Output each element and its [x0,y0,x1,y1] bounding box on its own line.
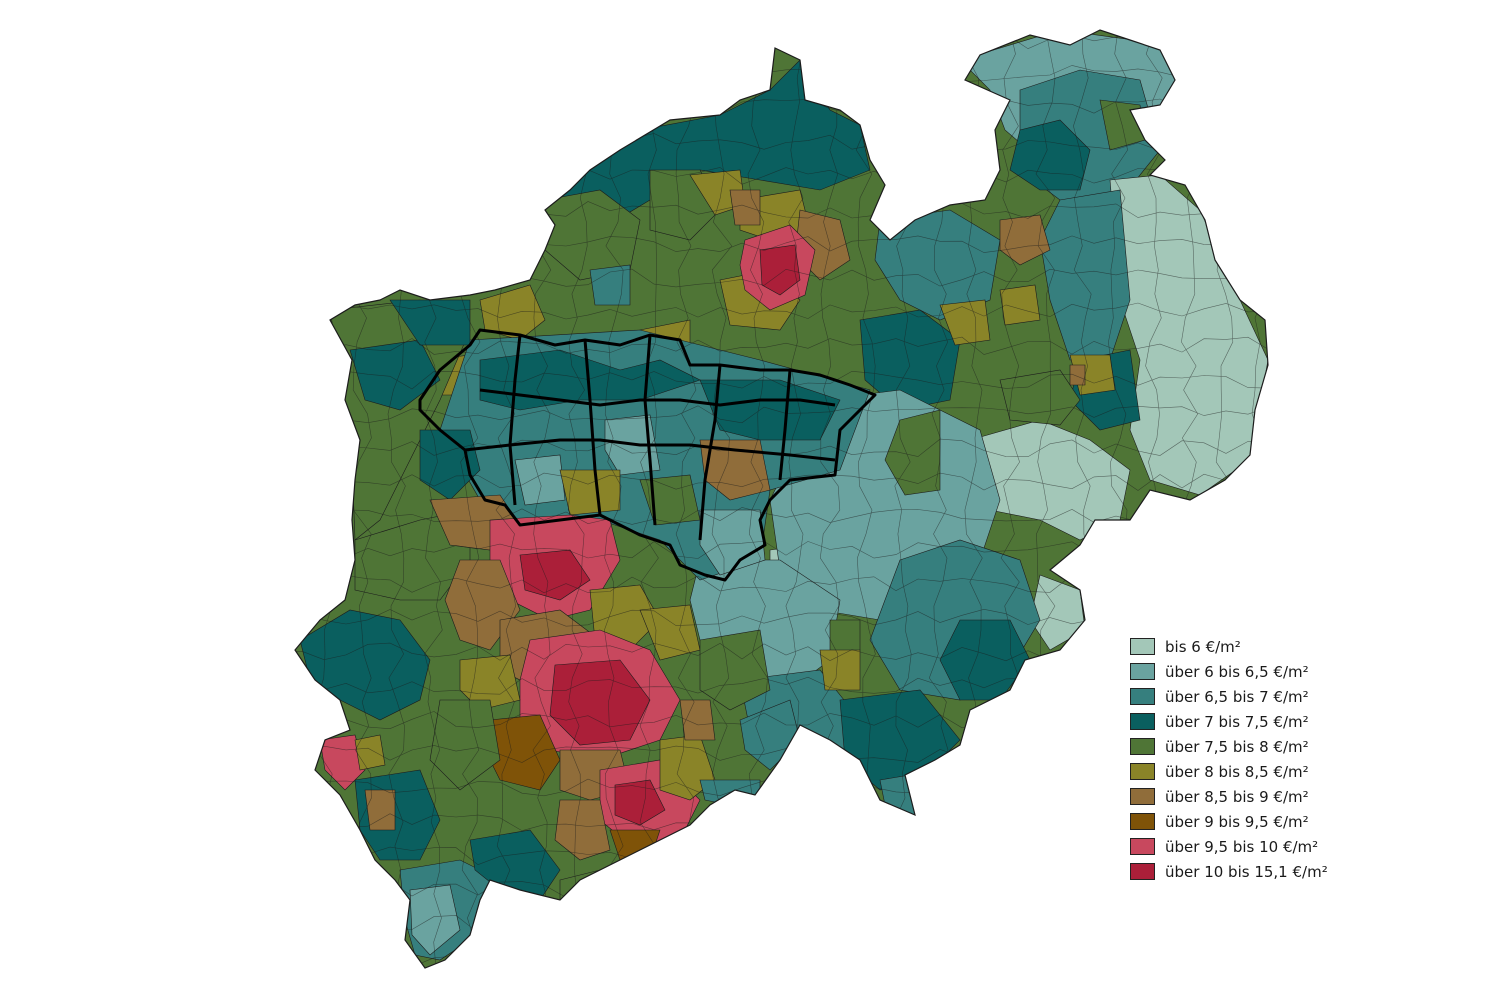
price-region [939,299,991,346]
legend-item: über 9,5 bis 10 €/m² [1130,834,1360,859]
ruhr-area-boundary [418,328,877,582]
municipality-border [295,302,1268,320]
legend-label: über 9 bis 9,5 €/m² [1165,812,1309,831]
municipality-border [295,30,301,968]
legend-item: über 6 bis 6,5 €/m² [1130,659,1360,684]
legend-swatch [1130,738,1155,755]
price-region [679,699,716,741]
price-region [554,799,611,861]
price-region [999,214,1051,266]
legend-item: bis 6 €/m² [1130,634,1360,659]
municipality-border [295,507,1268,525]
legend-item: über 7,5 bis 8 €/m² [1130,734,1360,759]
legend-swatch [1130,813,1155,830]
legend-item: über 9 bis 9,5 €/m² [1130,809,1360,834]
price-region [759,244,801,296]
price-region [729,189,761,226]
legend-label: über 8,5 bis 9 €/m² [1165,787,1309,806]
municipality-border [567,30,589,968]
municipality-border [604,30,624,968]
price-region [354,734,386,771]
price-region [859,309,961,411]
price-region [699,439,771,501]
legend-label: über 6 bis 6,5 €/m² [1165,662,1309,681]
legend-item: über 8 bis 8,5 €/m² [1130,759,1360,784]
legend-swatch [1130,838,1155,855]
price-region [364,789,396,831]
legend-label: über 8 bis 8,5 €/m² [1165,762,1309,781]
price-region [819,649,861,691]
price-region [999,369,1081,426]
price-region [514,454,566,506]
price-region [319,734,366,791]
legend-swatch [1130,688,1155,705]
price-region [1069,364,1086,386]
legend-swatch [1130,638,1155,655]
legend-label: über 7,5 bis 8 €/m² [1165,737,1309,756]
price-region [614,779,666,826]
price-region [519,549,591,601]
municipality-border [295,472,1268,491]
map-legend: bis 6 €/m² über 6 bis 6,5 €/m² über 6,5 bi… [1130,634,1360,884]
legend-label: über 6,5 bis 7 €/m² [1165,687,1309,706]
price-region [479,284,546,341]
legend-label: über 10 bis 15,1 €/m² [1165,862,1328,881]
legend-label: bis 6 €/m² [1165,637,1241,656]
legend-item: über 6,5 bis 7 €/m² [1130,684,1360,709]
municipality-border [316,30,337,968]
municipality-border [295,370,1268,390]
legend-item: über 10 bis 15,1 €/m² [1130,859,1360,884]
legend-label: über 9,5 bis 10 €/m² [1165,837,1319,856]
price-region [1009,119,1091,191]
legend-label: über 7 bis 7,5 €/m² [1165,712,1309,731]
legend-item: über 8,5 bis 9 €/m² [1130,784,1360,809]
price-region [699,629,771,711]
price-region [999,284,1041,326]
price-region [699,379,841,441]
municipality-border [295,336,1268,355]
price-region [409,884,461,956]
price-region [349,339,441,411]
price-region [459,654,521,711]
legend-swatch [1130,713,1155,730]
legend-swatch [1130,663,1155,680]
legend-swatch [1130,763,1155,780]
price-region [589,264,631,306]
municipality-border [639,30,660,968]
price-region [549,659,651,746]
legend-swatch [1130,788,1155,805]
price-region [429,699,501,791]
legend-item: über 7 bis 7,5 €/m² [1130,709,1360,734]
price-region [559,469,621,516]
legend-swatch [1130,863,1155,880]
